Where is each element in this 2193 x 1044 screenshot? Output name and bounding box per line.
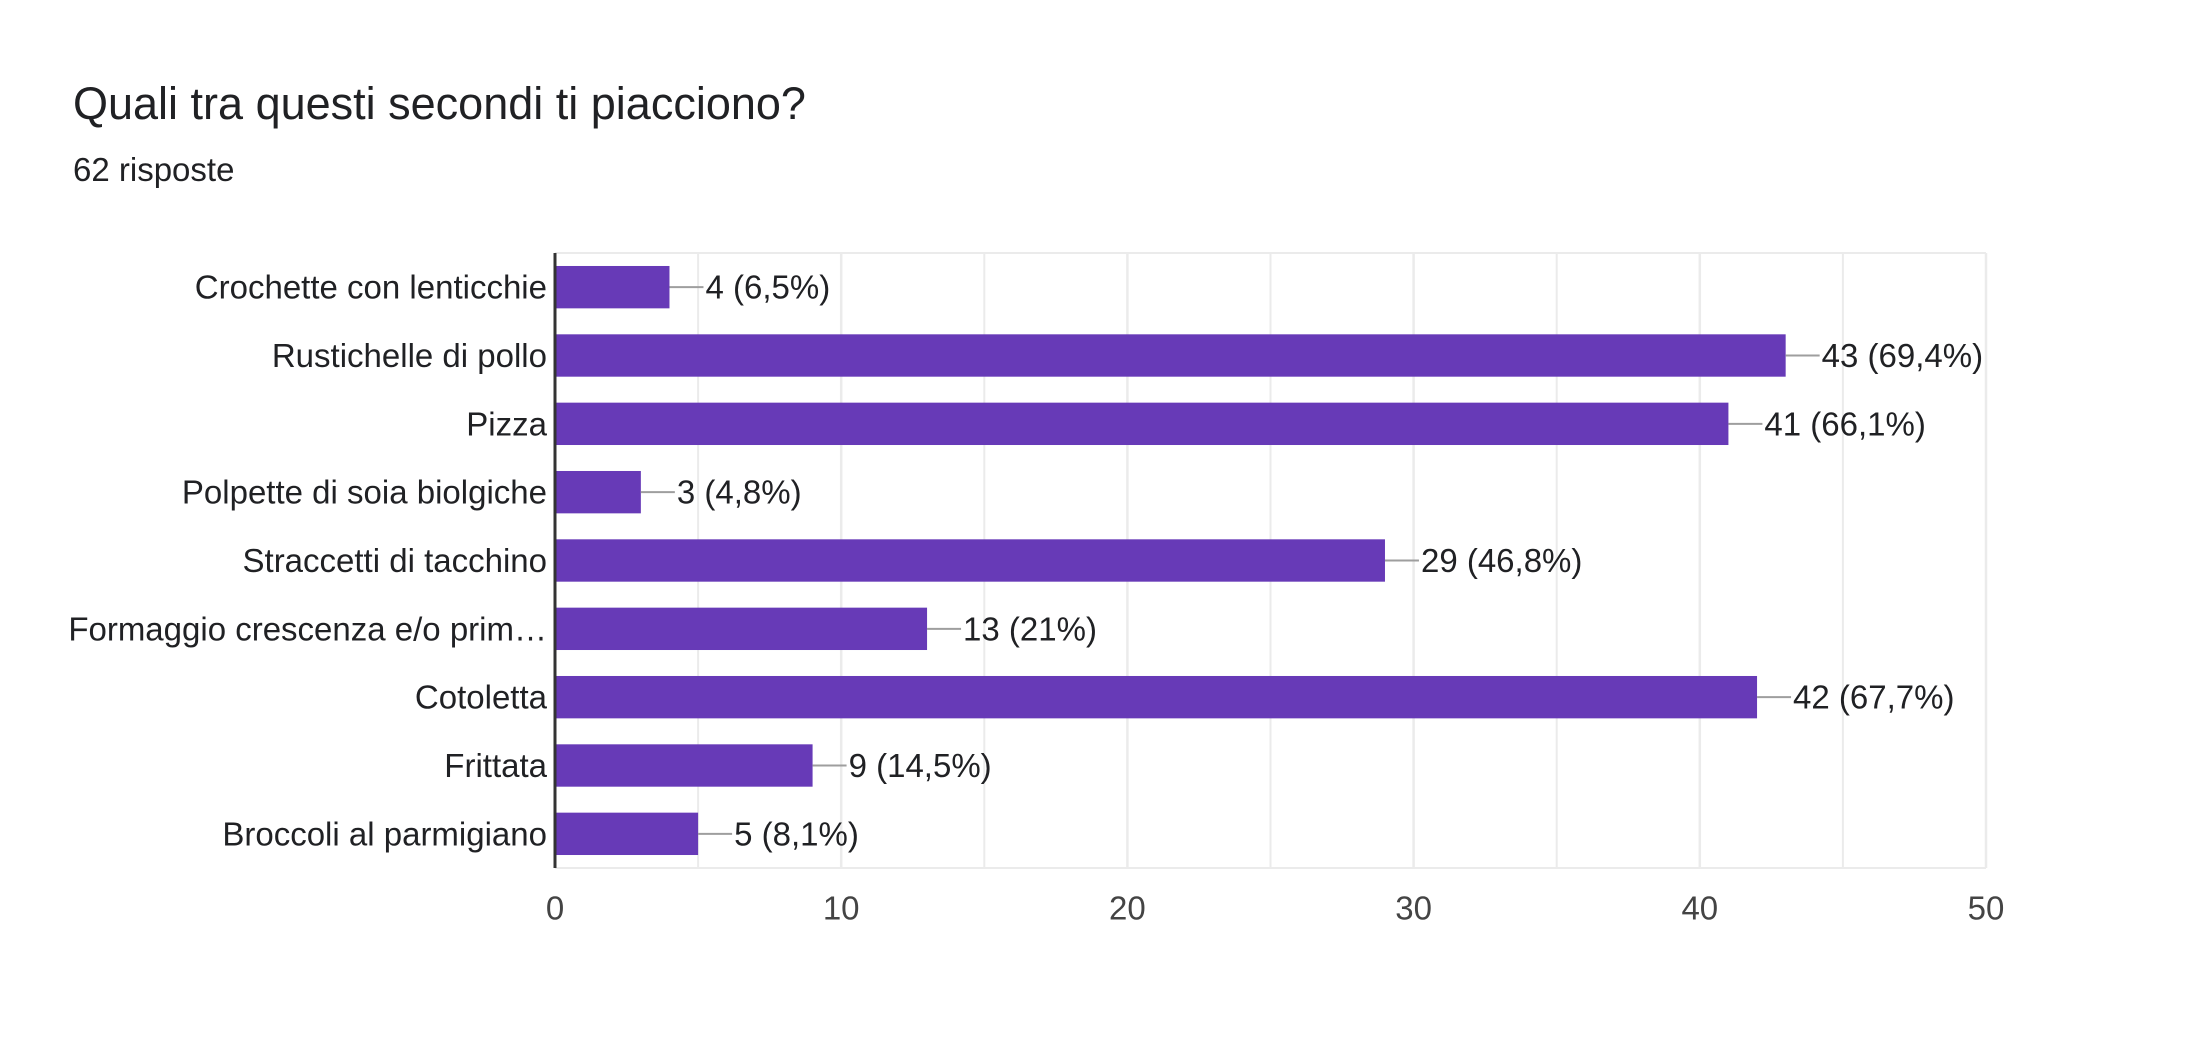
bar (555, 607, 928, 651)
bar (555, 812, 699, 856)
category-label: Frittata (444, 747, 547, 784)
x-tick-label: 0 (546, 890, 564, 927)
x-tick-label: 30 (1395, 890, 1432, 927)
response-count: 62 risposte (73, 151, 235, 188)
x-tick-label: 20 (1109, 890, 1146, 927)
bar (555, 402, 1729, 446)
category-label: Polpette di soia biolgiche (182, 474, 547, 511)
data-label: 41 (66,1%) (1764, 405, 1925, 442)
bar (555, 539, 1385, 582)
category-label: Cotoletta (415, 679, 548, 716)
data-label: 13 (21%) (963, 610, 1097, 647)
bar (555, 334, 1786, 377)
x-tick-label: 50 (1968, 890, 2005, 927)
bar (555, 744, 813, 787)
data-label: 5 (8,1%) (734, 815, 859, 852)
category-label: Pizza (466, 405, 547, 442)
bar (555, 265, 670, 309)
data-label: 3 (4,8%) (677, 474, 802, 511)
category-label: Crochette con lenticchie (195, 269, 547, 306)
data-label: 29 (46,8%) (1421, 542, 1582, 579)
bar (555, 470, 641, 514)
category-label: Formaggio crescenza e/o prim… (68, 610, 547, 647)
data-label: 9 (14,5%) (849, 747, 992, 784)
category-label: Straccetti di tacchino (243, 542, 547, 579)
data-label: 4 (6,5%) (705, 269, 830, 306)
category-label: Broccoli al parmigiano (222, 815, 547, 852)
x-tick-label: 10 (823, 890, 860, 927)
x-tick-label: 40 (1681, 890, 1718, 927)
data-label: 43 (69,4%) (1822, 337, 1983, 374)
question-title: Quali tra questi secondi ti piacciono? (73, 78, 806, 129)
bar (555, 675, 1758, 719)
category-label: Rustichelle di pollo (272, 337, 547, 374)
data-label: 42 (67,7%) (1793, 679, 1954, 716)
